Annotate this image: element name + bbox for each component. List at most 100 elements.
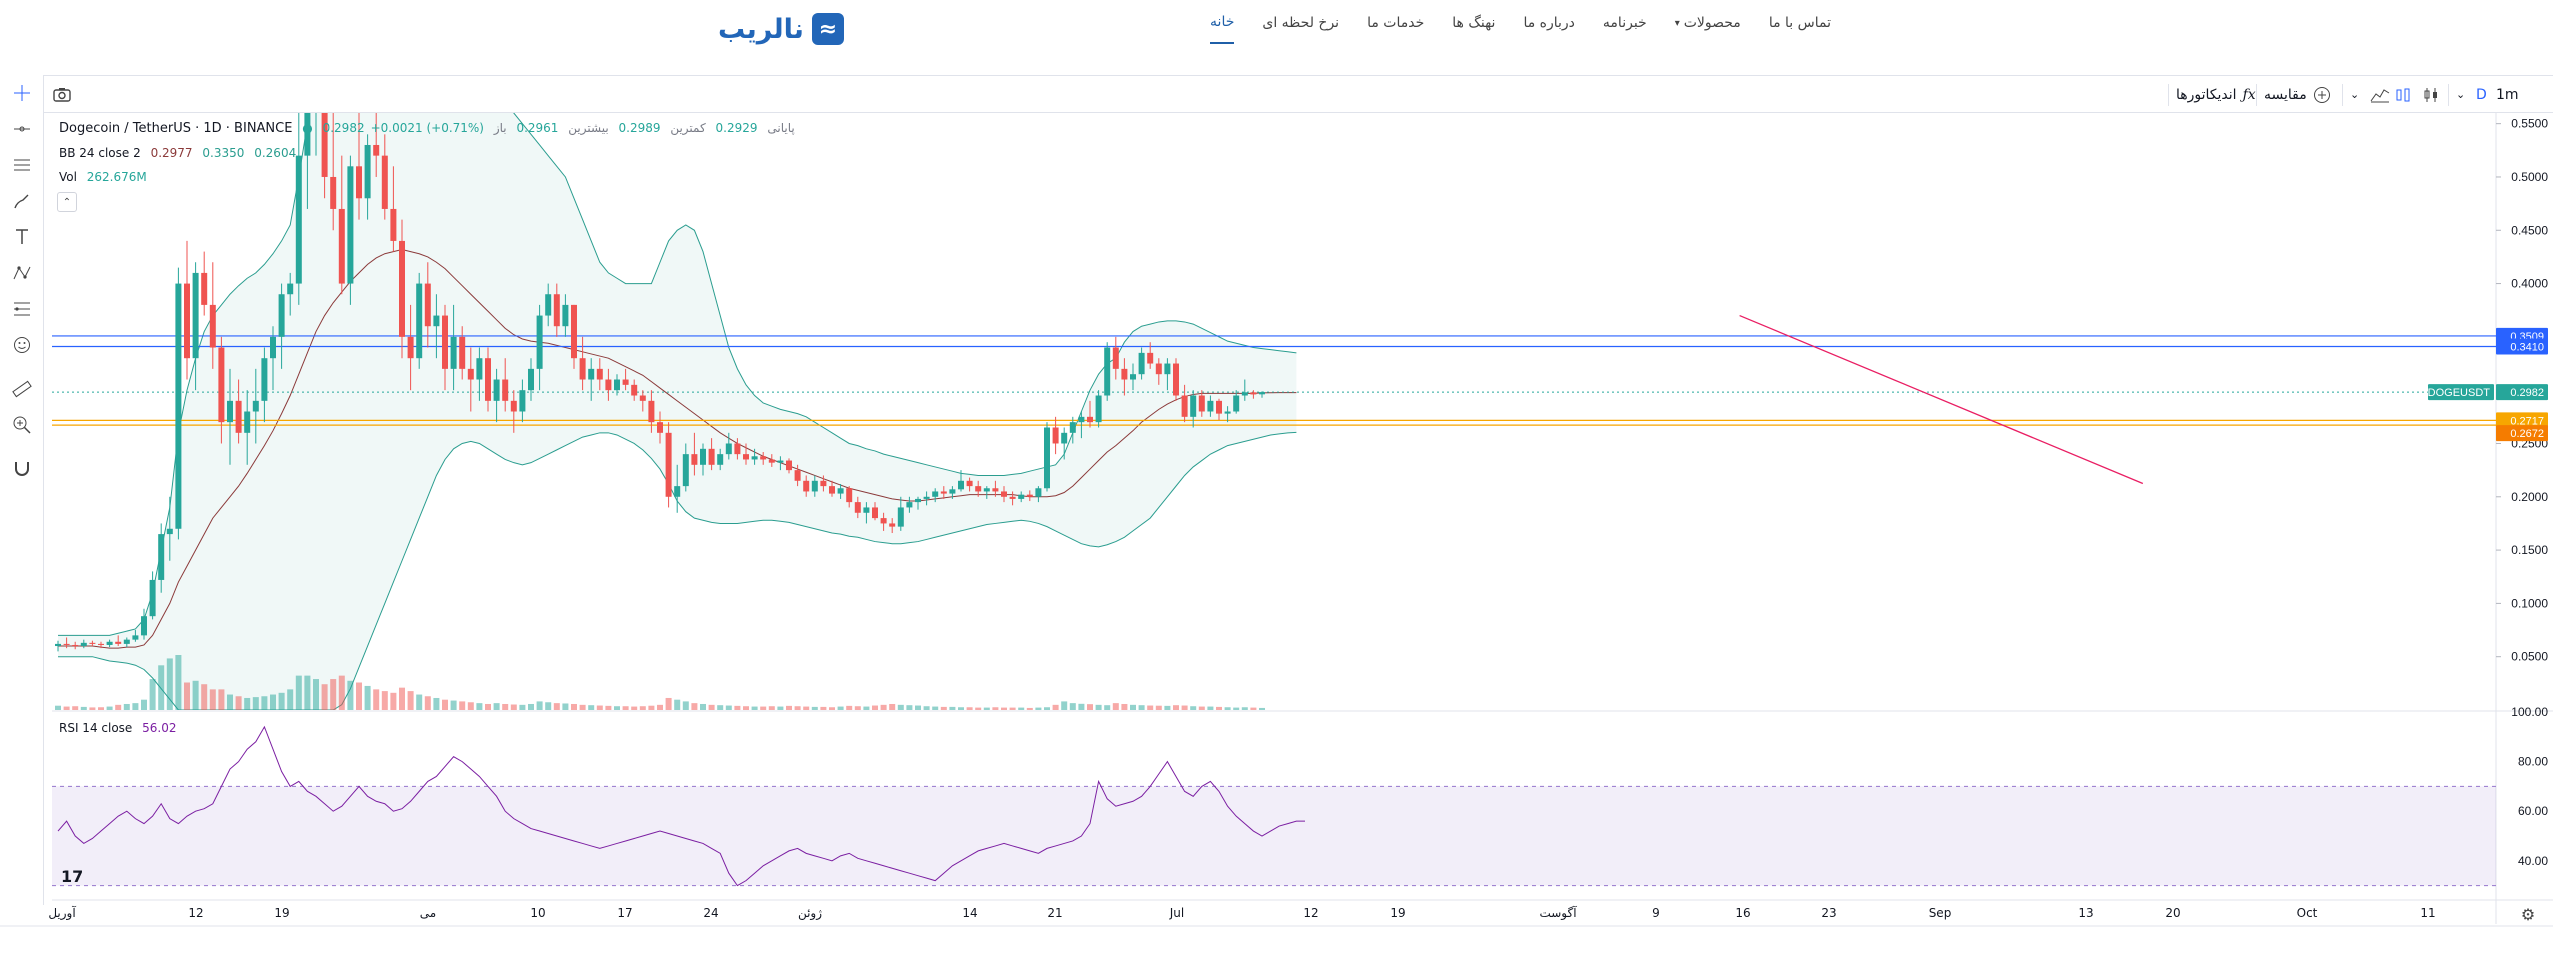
- candle-body: [338, 208, 345, 284]
- collapse-legend-button[interactable]: ⌃: [57, 192, 77, 212]
- volume-bar: [622, 706, 629, 710]
- candle-body: [760, 456, 767, 460]
- chevron-down-icon[interactable]: ⌄: [2350, 88, 2360, 101]
- candle-body: [657, 422, 663, 433]
- tradingview-logo[interactable]: 17: [61, 867, 83, 886]
- nav-item-whales[interactable]: نهنگ ها: [1452, 15, 1496, 31]
- emoji-icon[interactable]: [0, 327, 44, 363]
- candle-body: [287, 283, 294, 295]
- low-value: 0.2929: [715, 121, 758, 135]
- open-value: 0.2961: [516, 121, 559, 135]
- volume-bar: [691, 703, 698, 710]
- time-axis-label: 11: [2420, 906, 2435, 920]
- candle-body: [1095, 395, 1102, 423]
- ruler-icon[interactable]: [0, 371, 44, 407]
- candle-body: [872, 507, 878, 519]
- candle-body: [915, 498, 921, 503]
- candle-body: [803, 480, 810, 492]
- zoom-in-icon[interactable]: [0, 407, 44, 443]
- volume-bar: [123, 703, 130, 710]
- candle-body: [528, 368, 534, 391]
- volume-bar: [528, 703, 534, 710]
- volume-bar: [467, 702, 474, 710]
- nav-item-services[interactable]: خدمات ما: [1367, 15, 1425, 31]
- camera-icon[interactable]: [52, 76, 72, 113]
- candle-body: [768, 459, 775, 463]
- candle-style-icon[interactable]: [2422, 76, 2440, 113]
- interval-1m-button[interactable]: 1m: [2496, 86, 2519, 103]
- volume-bar: [786, 705, 792, 710]
- volume-bar: [1198, 706, 1205, 710]
- candle-body: [373, 144, 380, 156]
- crosshair-icon[interactable]: [0, 75, 44, 111]
- candle-body: [502, 379, 509, 401]
- volume-bar: [614, 706, 620, 710]
- volume-bar: [98, 707, 104, 710]
- candle-body: [485, 358, 491, 401]
- volume-bar: [132, 703, 139, 710]
- volume-bar: [811, 706, 818, 710]
- magnet-icon[interactable]: [0, 451, 44, 487]
- time-axis-label: 19: [1390, 906, 1405, 920]
- candle-body: [115, 641, 122, 644]
- price-axis-label: 0.0500: [2511, 650, 2548, 664]
- volume-bar: [166, 658, 173, 710]
- nav-item-live-rates[interactable]: نرخ لحظه ای: [1262, 15, 1340, 31]
- volume-bar: [1078, 703, 1085, 710]
- volume-bar: [777, 706, 784, 710]
- candle-body: [192, 272, 199, 359]
- volume-bar: [734, 705, 741, 710]
- main-nav: خانه نرخ لحظه ای خدمات ما نهنگ ها درباره…: [1210, 14, 1831, 44]
- price-axis-label: 0.4500: [2511, 223, 2548, 237]
- volume-bar: [347, 680, 354, 710]
- chevron-up-icon: ⌃: [62, 196, 72, 208]
- nav-item-about[interactable]: درباره ما: [1523, 15, 1575, 31]
- horizontal-lines-icon[interactable]: [0, 147, 44, 183]
- nav-item-contact[interactable]: تماس با ما: [1768, 15, 1831, 31]
- logo-mark-icon: ≈: [811, 13, 844, 45]
- candle-body: [949, 489, 956, 494]
- candle-body: [700, 448, 706, 465]
- pattern-tool-icon[interactable]: [0, 255, 44, 291]
- nav-item-products[interactable]: محصولات ▾: [1675, 14, 1741, 44]
- candle-body: [399, 240, 405, 337]
- chevron-down-icon[interactable]: ⌄: [2456, 88, 2466, 101]
- time-axis-label: ژوئن: [798, 906, 822, 921]
- trendline-tool-icon[interactable]: [0, 111, 44, 147]
- volume-bar: [201, 684, 208, 710]
- brush-icon[interactable]: [0, 183, 44, 219]
- price-axis-badge-label: 0.2982: [2510, 387, 2544, 399]
- candle-body: [854, 502, 861, 513]
- chart-top-toolbar: 1m D ⌄ ⌄ مقایسه اندیکاتورها ƒx: [44, 75, 2553, 113]
- nav-item-home[interactable]: خانه: [1210, 14, 1235, 44]
- candle-body: [270, 336, 276, 359]
- text-tool-icon[interactable]: [0, 219, 44, 255]
- interval-d-button[interactable]: D: [2476, 86, 2487, 103]
- candle-body: [330, 176, 337, 209]
- volume-bar: [1001, 707, 1007, 710]
- time-axis-label: 10: [530, 906, 545, 920]
- compare-button[interactable]: مقایسه: [2264, 76, 2331, 113]
- nav-item-newsletter[interactable]: خبرنامه: [1602, 15, 1647, 31]
- volume-bar: [760, 706, 767, 710]
- indicators-button[interactable]: اندیکاتورها ƒx: [2176, 76, 2256, 113]
- toolbar-divider: [2256, 84, 2257, 106]
- candle-body: [149, 579, 156, 617]
- candle-body: [889, 523, 896, 527]
- candle-body: [906, 502, 913, 508]
- measure-tool-icon[interactable]: [0, 291, 44, 327]
- volume-bar: [639, 706, 646, 710]
- volume-bar: [553, 703, 560, 710]
- area-style-icon[interactable]: [2370, 76, 2390, 113]
- volume-bar: [106, 706, 113, 710]
- price-axis-badge: [2496, 338, 2548, 355]
- candle-body: [820, 480, 827, 487]
- bar-style-icon[interactable]: [2394, 76, 2412, 113]
- time-axis-label: می: [420, 906, 436, 920]
- volume-bar: [476, 703, 483, 710]
- volume-bar: [330, 679, 337, 710]
- site-logo[interactable]: نالریب ≈: [718, 13, 844, 45]
- gear-icon[interactable]: ⚙: [2520, 904, 2536, 924]
- volume-bar: [958, 707, 964, 710]
